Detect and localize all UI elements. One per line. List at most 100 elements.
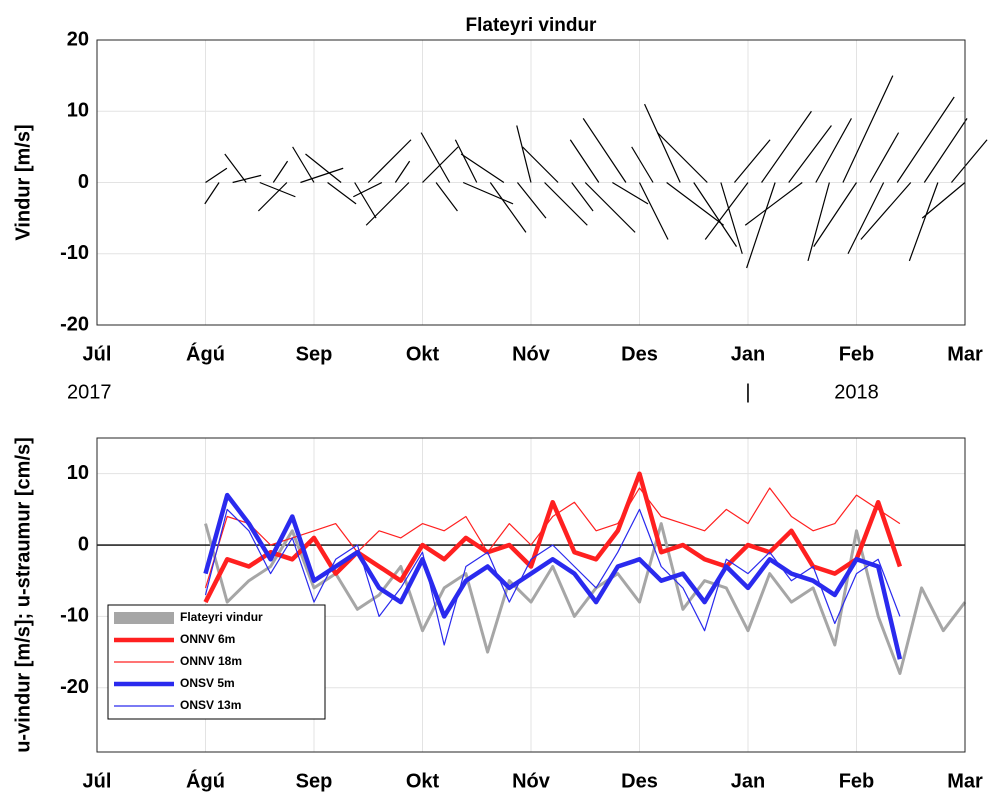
series-line <box>204 522 967 675</box>
wind-stick <box>365 182 410 226</box>
x-tick-label: Mar <box>947 770 983 792</box>
y-tick-label: 10 <box>67 100 89 122</box>
legend-label: ONSV 5m <box>180 676 235 690</box>
x-tick-label: Okt <box>406 343 440 365</box>
x-tick-label: Ágú <box>186 342 225 365</box>
plot-marks <box>204 75 988 269</box>
wind-stick <box>462 181 514 205</box>
wind-stick <box>950 139 988 183</box>
x-tick-label: Nóv <box>512 343 551 365</box>
wind-stick <box>367 139 412 183</box>
wind-stick <box>224 153 247 183</box>
wind-stick <box>908 182 939 262</box>
y-axis-label: Vindur [m/s] <box>12 124 34 240</box>
x-tick-label: Júl <box>83 343 112 365</box>
year-label: 2017 <box>67 381 112 403</box>
wind-stick <box>746 182 776 269</box>
wind-stick <box>666 182 724 226</box>
wind-stick <box>860 182 912 240</box>
wind-stick <box>657 132 708 183</box>
wind-stick <box>733 139 771 183</box>
x-tick-label: Júl <box>83 770 112 792</box>
wind-stick <box>842 75 894 183</box>
axes-frame <box>96 437 966 753</box>
x-tick-label: Ágú <box>186 769 225 792</box>
wind-stick <box>305 153 342 183</box>
y-tick-label: 0 <box>78 533 89 555</box>
legend-label: ONNV 6m <box>180 632 235 646</box>
wind-stick <box>292 146 315 183</box>
wind-stick <box>923 118 968 183</box>
x-tick-label: Sep <box>296 770 333 792</box>
wind-stick <box>489 182 527 233</box>
wind-stick <box>204 182 220 205</box>
wind-stick <box>257 182 288 212</box>
wind-stick <box>516 125 532 183</box>
axes-frame <box>96 39 966 326</box>
wind-stick <box>612 181 649 205</box>
wind-stick <box>571 182 594 212</box>
wind-stick <box>644 103 681 183</box>
wind-stick <box>272 160 289 183</box>
year-label: | <box>745 381 750 403</box>
wind-stick <box>693 182 737 247</box>
wind-stick <box>761 110 812 183</box>
x-tick-label: Des <box>621 343 658 365</box>
wind-stick <box>582 118 627 183</box>
x-tick-label: Jan <box>731 343 765 365</box>
wind-stick <box>422 146 459 183</box>
series-line <box>203 492 903 660</box>
wind-stick <box>516 182 547 219</box>
wind-stick <box>896 96 955 183</box>
wind-stick <box>300 167 344 184</box>
wind-stick <box>435 182 458 212</box>
wind-stick <box>353 181 383 198</box>
y-tick-label: 0 <box>78 171 89 193</box>
wind-stick <box>815 118 852 183</box>
wind-stick <box>921 182 966 219</box>
wind-stick <box>522 146 559 183</box>
wind-stick <box>869 132 900 183</box>
x-tick-label: Okt <box>406 770 440 792</box>
wind-stick <box>259 181 296 198</box>
y-tick-label: 20 <box>67 28 89 50</box>
y-tick-label: -10 <box>60 242 89 264</box>
y-tick-label: -20 <box>60 313 89 335</box>
wind-stick <box>354 182 377 219</box>
wind-stick <box>569 139 600 183</box>
wind-stick <box>544 182 588 226</box>
wind-stick <box>788 125 832 183</box>
wind-stick <box>327 182 357 205</box>
series-line <box>203 471 903 604</box>
series-line <box>204 508 901 646</box>
wind-stick <box>454 139 478 183</box>
wind-stick <box>813 182 857 247</box>
legend-label: ONNV 18m <box>180 654 242 668</box>
wind-stick <box>638 182 669 240</box>
x-tick-label: Jan <box>731 770 765 792</box>
wind-stick <box>232 174 262 184</box>
wind-stick <box>420 132 451 183</box>
x-tick-label: Des <box>621 770 658 792</box>
y-tick-label: -20 <box>60 676 89 698</box>
series-line <box>204 487 901 589</box>
wind-stick <box>807 182 830 262</box>
wind-stick <box>205 167 228 183</box>
y-tick-label: 10 <box>67 462 89 484</box>
wind-stick <box>460 153 505 183</box>
wind-stick <box>720 182 743 254</box>
wind-stick <box>631 146 654 183</box>
wind-stick <box>584 182 636 233</box>
legend-label: Flateyri vindur <box>180 610 263 624</box>
x-tick-label: Mar <box>947 343 983 365</box>
x-tick-label: Feb <box>839 343 875 365</box>
chart-title: Flateyri vindur <box>466 15 598 36</box>
x-tick-label: Feb <box>839 770 875 792</box>
wind-stick <box>704 182 749 240</box>
year-label: 2018 <box>834 381 879 403</box>
y-axis-label: u-vindur [m/s]; u-straumur [cm/s] <box>12 437 34 753</box>
legend-label: ONSV 13m <box>180 698 241 712</box>
wind-stick <box>394 160 411 183</box>
wind-stick <box>744 182 803 226</box>
